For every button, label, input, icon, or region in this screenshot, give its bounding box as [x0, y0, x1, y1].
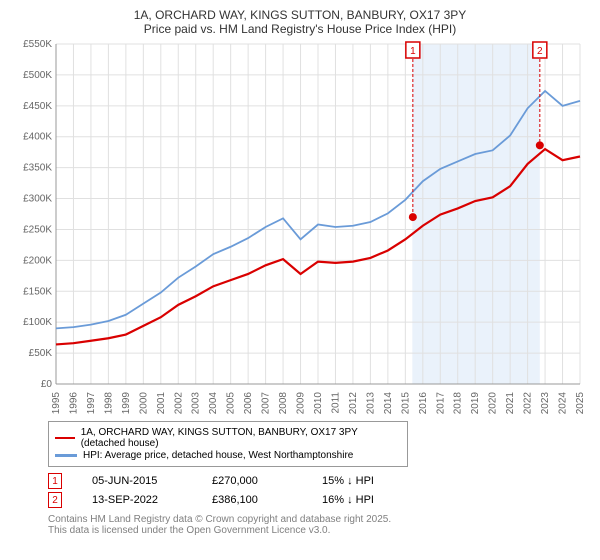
- svg-text:£50K: £50K: [29, 348, 53, 359]
- sale-row: 2 13-SEP-2022 £386,100 16% ↓ HPI: [48, 492, 590, 508]
- footer: Contains HM Land Registry data © Crown c…: [48, 514, 590, 536]
- svg-text:2020: 2020: [488, 392, 499, 415]
- svg-text:2000: 2000: [138, 392, 149, 415]
- svg-text:2010: 2010: [313, 392, 324, 415]
- svg-text:£550K: £550K: [23, 40, 52, 50]
- legend-swatch-red: [55, 437, 75, 440]
- svg-text:£200K: £200K: [23, 255, 52, 266]
- sale-price: £270,000: [212, 475, 292, 487]
- svg-text:2017: 2017: [435, 392, 446, 415]
- sale-diff: 16% ↓ HPI: [322, 494, 374, 506]
- svg-text:2005: 2005: [226, 392, 237, 415]
- footer-line1: Contains HM Land Registry data © Crown c…: [48, 514, 590, 525]
- svg-text:£250K: £250K: [23, 224, 52, 235]
- svg-text:£500K: £500K: [23, 70, 52, 81]
- title-line2: Price paid vs. HM Land Registry's House …: [10, 22, 590, 36]
- svg-text:2016: 2016: [418, 392, 429, 415]
- sale-diff: 15% ↓ HPI: [322, 475, 374, 487]
- sale-marker-icon: 2: [48, 492, 62, 508]
- sale-marker-icon: 1: [48, 473, 62, 489]
- title-line1: 1A, ORCHARD WAY, KINGS SUTTON, BANBURY, …: [10, 8, 590, 22]
- svg-text:2008: 2008: [278, 392, 289, 415]
- svg-text:2022: 2022: [523, 392, 534, 415]
- chart-area: £0 £50K £100K £150K £200K £250K £300K £350K £400…: [18, 40, 588, 415]
- svg-text:£100K: £100K: [23, 317, 52, 328]
- svg-text:2025: 2025: [575, 392, 586, 415]
- line-chart: £0 £50K £100K £150K £200K £250K £300K £350K £400…: [18, 40, 588, 415]
- svg-text:1995: 1995: [51, 392, 62, 415]
- svg-text:2006: 2006: [243, 392, 254, 415]
- svg-text:2004: 2004: [208, 392, 219, 415]
- svg-text:2: 2: [537, 46, 543, 57]
- legend-label-blue: HPI: Average price, detached house, West…: [83, 450, 353, 461]
- svg-text:1996: 1996: [68, 392, 79, 415]
- svg-text:2009: 2009: [296, 392, 307, 415]
- svg-text:2001: 2001: [156, 392, 167, 415]
- svg-text:£300K: £300K: [23, 194, 52, 205]
- sale-price: £386,100: [212, 494, 292, 506]
- legend-row-blue: HPI: Average price, detached house, West…: [55, 450, 401, 461]
- chart-container: 1A, ORCHARD WAY, KINGS SUTTON, BANBURY, …: [0, 0, 600, 560]
- svg-text:1999: 1999: [121, 392, 132, 415]
- svg-text:2015: 2015: [400, 392, 411, 415]
- svg-text:£150K: £150K: [23, 286, 52, 297]
- svg-text:2011: 2011: [330, 392, 341, 414]
- svg-text:£350K: £350K: [23, 163, 52, 174]
- svg-text:2018: 2018: [453, 392, 464, 415]
- legend-label-red: 1A, ORCHARD WAY, KINGS SUTTON, BANBURY, …: [81, 427, 401, 449]
- svg-text:2024: 2024: [558, 392, 569, 415]
- svg-text:2014: 2014: [383, 392, 394, 415]
- svg-text:2007: 2007: [261, 392, 272, 415]
- svg-text:£0: £0: [41, 379, 53, 390]
- svg-text:2012: 2012: [348, 392, 359, 415]
- sale-date: 13-SEP-2022: [92, 494, 182, 506]
- legend-row-red: 1A, ORCHARD WAY, KINGS SUTTON, BANBURY, …: [55, 427, 401, 449]
- sale-rows: 1 05-JUN-2015 £270,000 15% ↓ HPI 2 13-SE…: [48, 473, 590, 508]
- legend-swatch-blue: [55, 454, 77, 457]
- svg-text:£400K: £400K: [23, 132, 52, 143]
- sale-date: 05-JUN-2015: [92, 475, 182, 487]
- footer-line2: This data is licensed under the Open Gov…: [48, 525, 590, 536]
- legend: 1A, ORCHARD WAY, KINGS SUTTON, BANBURY, …: [48, 421, 408, 467]
- svg-text:1998: 1998: [103, 392, 114, 415]
- svg-text:2002: 2002: [173, 392, 184, 415]
- svg-text:2021: 2021: [505, 392, 516, 415]
- svg-text:2023: 2023: [540, 392, 551, 415]
- svg-text:£450K: £450K: [23, 101, 52, 112]
- sale-row: 1 05-JUN-2015 £270,000 15% ↓ HPI: [48, 473, 590, 489]
- svg-text:1: 1: [410, 46, 416, 57]
- svg-text:2003: 2003: [191, 392, 202, 415]
- svg-text:1997: 1997: [86, 392, 97, 415]
- svg-text:2019: 2019: [470, 392, 481, 415]
- svg-text:2013: 2013: [365, 392, 376, 415]
